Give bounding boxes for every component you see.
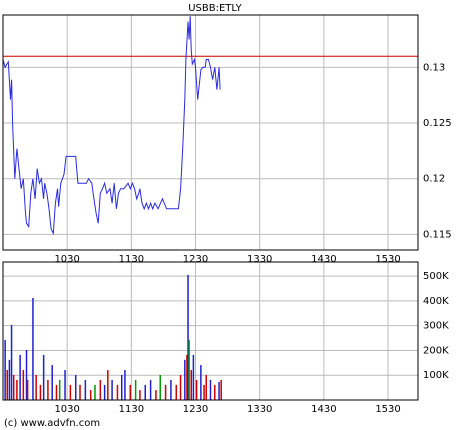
x-tick-label: 1030 (54, 254, 79, 265)
volume-bar (107, 370, 109, 400)
volume-bar (16, 379, 18, 400)
volume-bar (42, 354, 45, 400)
y-tick-label: 200K (423, 345, 449, 356)
volume-bar (179, 374, 182, 400)
y-tick-label: 100K (423, 370, 449, 381)
y-tick-label: 0.12 (423, 174, 445, 185)
plot-frame (2, 261, 419, 401)
volume-bar (214, 384, 216, 400)
volume-bar (51, 365, 53, 400)
volume-bar (116, 384, 119, 400)
volume-bar (218, 381, 220, 400)
volume-bar (144, 384, 147, 400)
volume-bar (89, 390, 92, 400)
volume-bar (19, 354, 21, 400)
volume-bar (69, 384, 72, 400)
x-tick-label: 1030 (54, 404, 79, 415)
volume-bar (170, 379, 172, 400)
volume-bar (175, 384, 178, 400)
volume-bar (55, 384, 58, 400)
volume-bar (149, 379, 152, 400)
x-tick-label: 1530 (375, 404, 400, 415)
volume-bar (124, 370, 126, 400)
volume-bar (134, 379, 137, 400)
y-tick-label: 0.13 (423, 62, 445, 73)
volume-bar (39, 384, 42, 400)
volume-bar (139, 390, 141, 400)
volume-bar (200, 365, 202, 400)
price-line (2, 16, 221, 236)
volume-bar (220, 379, 222, 400)
volume-bar (25, 349, 28, 400)
volume-bar (6, 370, 9, 400)
volume-bar (22, 370, 25, 400)
volume-bar (8, 359, 11, 400)
volume-bar (84, 379, 87, 400)
volume-bar (184, 359, 186, 400)
volume-bar (26, 379, 29, 400)
chart-title: USBB:ETLY (188, 3, 242, 14)
x-tick-label: 1530 (375, 254, 400, 265)
x-tick-label: 1330 (247, 254, 272, 265)
volume-bar (47, 379, 49, 400)
volume-bar (32, 297, 34, 400)
volume-bar (99, 379, 102, 400)
y-tick-label: 0.115 (423, 229, 452, 240)
y-tick-label: 300K (423, 321, 449, 332)
volume-bar (192, 354, 195, 400)
volume-bar (10, 324, 13, 400)
volume-bar (12, 374, 15, 400)
y-tick-label: 0.125 (423, 118, 452, 129)
volume-bar (190, 370, 192, 400)
footer: (c) www.advfn.com (4, 418, 100, 429)
x-tick-label: 1130 (119, 404, 144, 415)
x-tick-label: 1230 (183, 254, 208, 265)
x-tick-label: 1430 (311, 404, 336, 415)
volume-bar (74, 374, 77, 400)
volume-bar (164, 384, 167, 400)
volume-bar (155, 390, 157, 400)
volume-bar (187, 274, 189, 400)
y-tick-label: 400K (423, 296, 449, 307)
volume-bar (188, 340, 190, 400)
volume-bar (94, 384, 96, 400)
plot-frame (2, 14, 419, 251)
x-tick-label: 1230 (183, 404, 208, 415)
volume-bar (129, 384, 132, 400)
volume-bar (159, 374, 161, 400)
x-tick-label: 1130 (119, 254, 144, 265)
volume-bar (35, 374, 37, 400)
volume-bar (64, 370, 66, 400)
volume-bar (58, 379, 61, 400)
volume-bar (4, 340, 6, 400)
volume-bar (79, 384, 81, 400)
volume-bar (111, 379, 113, 400)
volume-bar (209, 379, 212, 400)
volume-bar (203, 384, 205, 400)
volume-bar (186, 354, 188, 400)
volume-bar (103, 384, 106, 400)
x-tick-label: 1330 (247, 404, 272, 415)
volume-bar (120, 374, 123, 400)
volume-bar (195, 379, 198, 400)
y-tick-label: 500K (423, 271, 449, 282)
volume-bar (205, 374, 207, 400)
x-tick-label: 1430 (311, 254, 336, 265)
